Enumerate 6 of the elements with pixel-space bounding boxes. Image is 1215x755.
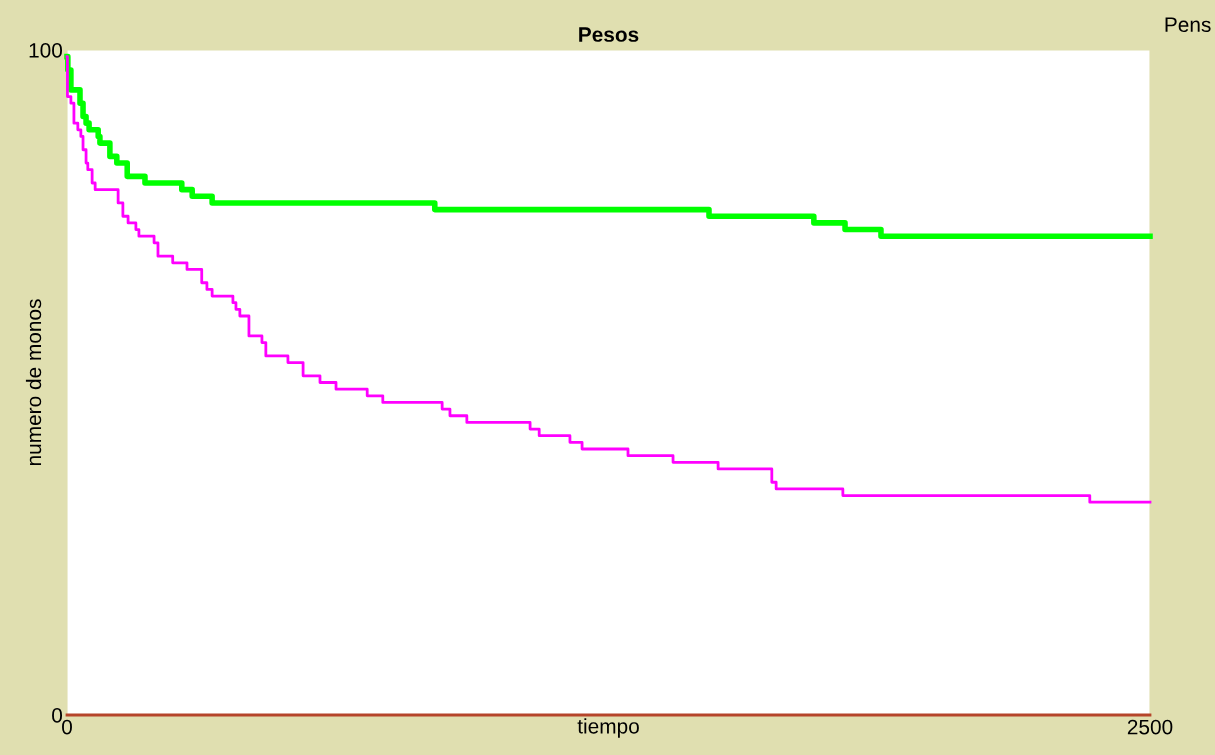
x-tick-label: 2500 bbox=[1127, 719, 1173, 735]
text: Pens bbox=[1165, 17, 1211, 33]
y-axis-title: numero de monos bbox=[25, 299, 42, 466]
y-tick-label: 100 bbox=[29, 43, 63, 58]
x-axis-title: tiempo bbox=[577, 718, 639, 738]
chart-title: Pesos bbox=[579, 27, 639, 42]
